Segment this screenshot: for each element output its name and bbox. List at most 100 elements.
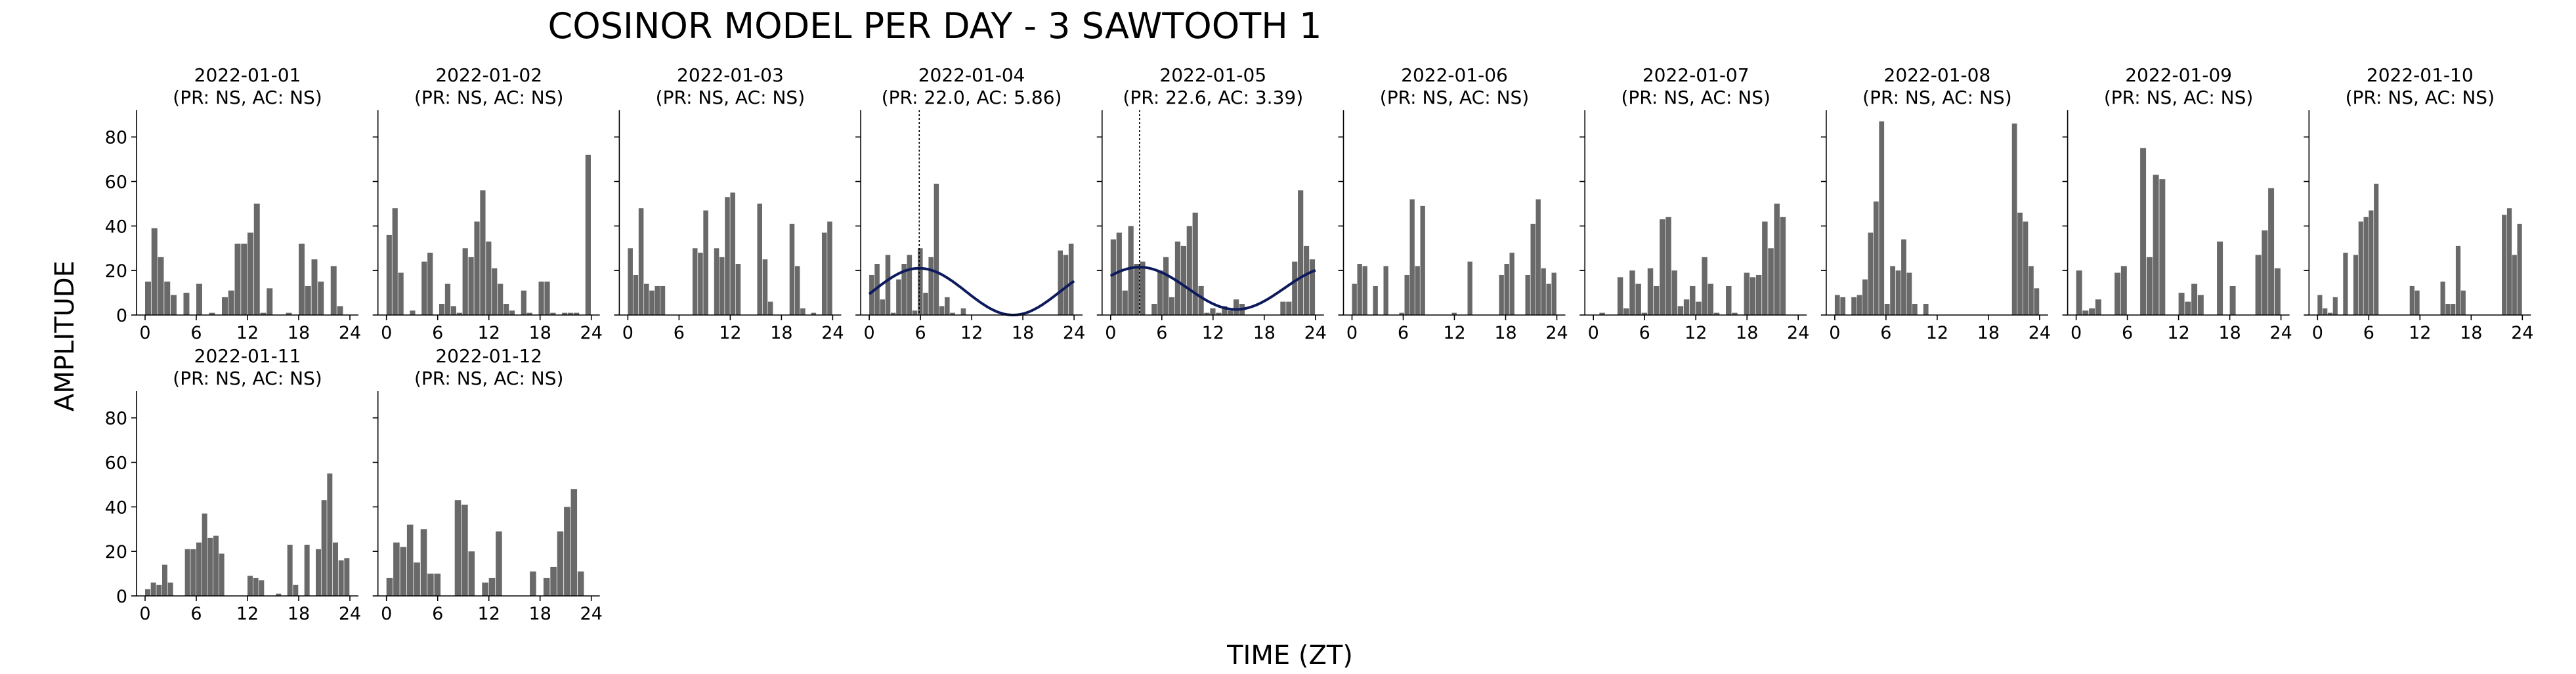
bar xyxy=(444,284,451,315)
bar xyxy=(1128,226,1134,315)
bar xyxy=(1409,199,1415,315)
bar xyxy=(1535,199,1541,315)
x-tick-label: 6 xyxy=(190,604,202,624)
bar xyxy=(427,253,433,315)
bar xyxy=(439,304,445,315)
x-tick-label: 0 xyxy=(1829,323,1840,343)
bar xyxy=(1732,312,1738,315)
bar xyxy=(333,542,338,596)
bar xyxy=(2185,301,2191,315)
bar xyxy=(247,576,253,596)
x-tick-label: 24 xyxy=(580,323,603,343)
bar xyxy=(158,257,164,315)
bar xyxy=(950,312,955,315)
bar xyxy=(222,297,228,315)
bar xyxy=(486,242,492,315)
bar xyxy=(2451,304,2456,315)
bar xyxy=(1362,266,1367,315)
bar xyxy=(1140,261,1146,315)
cosinor-fit-line xyxy=(868,266,1075,316)
bar xyxy=(2159,179,2166,315)
x-tick-label: 24 xyxy=(339,604,361,624)
panel-2022-01-11: 2022-01-11(PR: NS, AC: NS) 0 6 12 18 24 0 20 40 6… xyxy=(105,345,362,624)
bar xyxy=(344,558,350,596)
x-tick-label: 0 xyxy=(2312,323,2323,343)
bar xyxy=(2374,183,2379,315)
x-tick-label: 0 xyxy=(1588,323,1599,343)
bar xyxy=(660,285,666,315)
bar xyxy=(1683,299,1690,315)
panel-2022-01-06: 2022-01-06(PR: NS, AC: NS) 0 6 12 18 24 xyxy=(1338,64,1568,343)
bar xyxy=(794,266,800,315)
bar xyxy=(570,489,578,596)
x-tick-label: 24 xyxy=(2029,323,2051,343)
bar xyxy=(698,253,703,315)
bar xyxy=(550,566,557,596)
x-tick-label: 24 xyxy=(1304,323,1327,343)
bar xyxy=(392,208,398,315)
bar xyxy=(1192,213,1198,315)
bar xyxy=(1198,285,1204,315)
bar xyxy=(1665,217,1671,315)
bar xyxy=(196,542,202,596)
panel-annotation: (PR: NS, AC: NS) xyxy=(414,368,563,389)
bar xyxy=(2034,288,2040,315)
panel-annotation: (PR: 22.6, AC: 3.39) xyxy=(1123,87,1303,108)
bar xyxy=(2011,123,2017,315)
panel-annotation: (PR: NS, AC: NS) xyxy=(656,87,805,108)
y-tick-label: 80 xyxy=(105,409,127,429)
panel-date: 2022-01-02 xyxy=(435,64,542,86)
bar xyxy=(885,255,891,315)
bar xyxy=(1726,285,1732,315)
bar xyxy=(305,285,311,315)
bar xyxy=(1357,264,1362,315)
bar xyxy=(1303,245,1310,315)
x-tick-label: 24 xyxy=(2511,323,2533,343)
bar xyxy=(1210,308,1216,315)
bar xyxy=(1713,312,1720,315)
bar xyxy=(427,574,434,596)
bar xyxy=(1234,299,1239,315)
bar xyxy=(1280,301,1286,315)
x-tick-label: 18 xyxy=(2460,323,2482,343)
bar xyxy=(1879,121,1885,315)
bar xyxy=(183,293,190,315)
bar xyxy=(692,248,698,315)
bar xyxy=(318,282,324,315)
y-tick-label: 40 xyxy=(105,217,127,237)
bar xyxy=(386,234,392,315)
bar xyxy=(762,259,768,315)
bar xyxy=(719,257,725,315)
bar xyxy=(421,261,427,315)
bar xyxy=(293,585,299,596)
panel-annotation: (PR: NS, AC: NS) xyxy=(1862,87,2011,108)
bar xyxy=(228,290,234,315)
x-tick-label: 24 xyxy=(821,323,844,343)
bar xyxy=(585,154,591,315)
bar xyxy=(912,310,918,315)
x-tick-label: 12 xyxy=(478,604,500,624)
bar xyxy=(1383,266,1388,315)
x-tick-label: 6 xyxy=(915,323,926,343)
bar xyxy=(2178,293,2185,315)
panel-date: 2022-01-06 xyxy=(1401,64,1508,86)
bar xyxy=(1180,245,1186,315)
x-tick-label: 6 xyxy=(432,323,443,343)
bar xyxy=(530,571,536,596)
bar xyxy=(1525,274,1530,315)
bar xyxy=(1122,290,1128,315)
bar xyxy=(1509,253,1514,315)
x-tick-label: 12 xyxy=(1685,323,1707,343)
bar xyxy=(337,306,343,315)
bar xyxy=(2512,255,2517,315)
x-tick-label: 6 xyxy=(190,323,202,343)
bar xyxy=(468,257,474,315)
bar xyxy=(1762,221,1768,315)
bar xyxy=(196,284,202,315)
x-tick-label: 12 xyxy=(2409,323,2431,343)
bar xyxy=(2445,304,2451,315)
bar xyxy=(928,257,934,315)
bar xyxy=(398,272,404,315)
bar xyxy=(1774,203,1780,315)
panel-date: 2022-01-04 xyxy=(918,64,1025,86)
